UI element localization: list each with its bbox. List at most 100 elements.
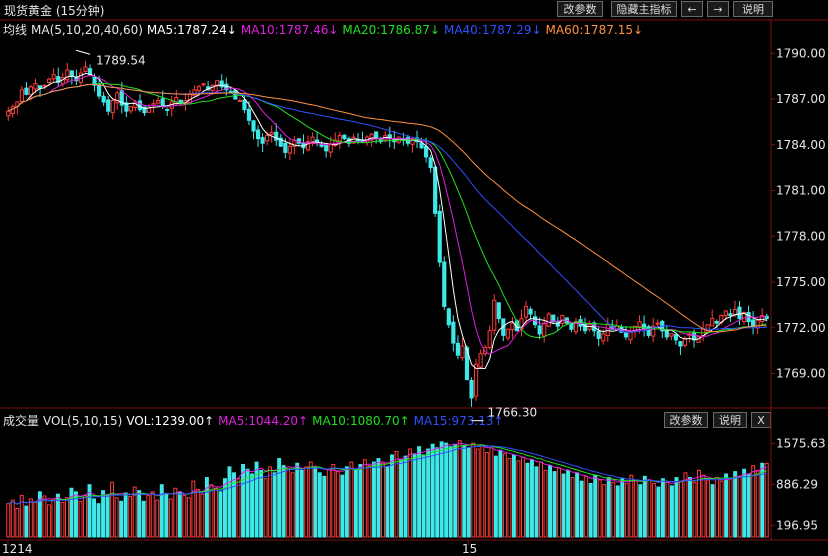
volume-bar <box>245 468 250 538</box>
candle-body <box>478 353 483 368</box>
volume-bar <box>489 447 494 538</box>
candle-body <box>92 76 97 86</box>
hide-main-indicator-button[interactable]: 隐藏主指标 <box>611 1 677 17</box>
candle-body <box>596 330 601 339</box>
volume-bar <box>6 503 11 538</box>
candle-body <box>124 102 129 112</box>
volume-bar <box>322 475 327 538</box>
edit-params-button[interactable]: 改参数 <box>557 1 603 17</box>
candle-body <box>537 325 542 335</box>
volume-bar <box>557 467 562 538</box>
candle-body <box>464 347 470 381</box>
vol-help-button[interactable]: 说明 <box>713 412 747 428</box>
ma-legend-params: MA(5,10,20,40,60) <box>31 23 143 37</box>
vol-ma15-legend: MA15:973.13↑ <box>413 414 504 428</box>
candle-body <box>69 70 74 77</box>
volume-bar <box>462 444 467 538</box>
volume-bar <box>204 477 209 538</box>
left-arrow-icon[interactable]: ← <box>681 1 703 17</box>
volume-bar <box>579 480 584 538</box>
candle-body <box>569 323 574 330</box>
volume-bar <box>123 492 128 538</box>
volume-bar <box>511 454 516 538</box>
price-tick-label: 1769.00 <box>776 367 826 381</box>
candle-body <box>260 137 265 144</box>
volume-bar <box>624 483 629 538</box>
candle-body <box>682 337 688 346</box>
volume-bar <box>177 491 182 538</box>
candle-body <box>219 80 224 88</box>
volume-bar <box>286 468 291 538</box>
volume-bar <box>313 467 318 538</box>
volume-bar <box>385 466 390 538</box>
volume-bar <box>435 447 440 538</box>
candle-body <box>492 299 497 331</box>
candle-body <box>233 90 238 100</box>
volume-bar <box>480 444 485 538</box>
vol-ma10-legend: MA10:1080.70↑ <box>312 414 410 428</box>
candle-body <box>128 106 133 112</box>
candle-body <box>246 108 252 121</box>
volume-bar <box>186 497 191 538</box>
price-tick-label: 1784.00 <box>776 138 826 152</box>
volume-ma-line-15 <box>8 445 767 505</box>
vol-legend-params: VOL(5,10,15) <box>43 414 123 428</box>
volume-bar <box>412 453 417 538</box>
candle-body <box>637 321 642 328</box>
right-arrow-icon[interactable]: → <box>707 1 729 17</box>
candle-body <box>237 100 242 103</box>
volume-bar <box>304 466 309 538</box>
candle-body <box>265 135 270 142</box>
volume-bar <box>24 505 29 538</box>
volume-bar <box>620 478 625 538</box>
volume-bar <box>502 453 507 538</box>
price-tick-label: 1781.00 <box>776 184 826 198</box>
ma-line-ma60 <box>8 83 767 333</box>
volume-bar <box>232 472 236 538</box>
candle-body <box>723 310 728 317</box>
volume-bar <box>755 469 760 538</box>
volume-bar <box>764 462 769 538</box>
candle-body <box>283 142 288 153</box>
vol-edit-params-button[interactable]: 改参数 <box>664 412 708 428</box>
title-bar: 现货黄金 (15分钟) 改参数 隐藏主指标 ← → 说明 <box>0 0 828 20</box>
volume-bar <box>588 483 593 538</box>
volume-bar <box>561 473 566 538</box>
candle-body <box>669 333 674 337</box>
high-marker-line <box>75 49 91 55</box>
volume-bar <box>46 504 51 538</box>
volume-bar <box>367 465 372 538</box>
volume-tick-label: 1575.63 <box>776 436 826 450</box>
candle-body <box>455 342 460 356</box>
volume-bar <box>295 462 300 538</box>
candle-body <box>728 313 733 317</box>
candle-body <box>741 312 747 323</box>
candle-body <box>673 334 678 341</box>
candle-body <box>528 308 533 315</box>
volume-bar <box>403 455 408 538</box>
volume-bar <box>218 491 223 538</box>
volume-bar <box>629 474 634 538</box>
volume-bar <box>155 499 160 538</box>
volume-bar <box>37 491 42 538</box>
help-button[interactable]: 说明 <box>733 1 773 17</box>
candle-body <box>47 78 52 83</box>
volume-bar <box>83 494 87 538</box>
volume-bar <box>751 465 756 538</box>
volume-bar <box>552 471 557 538</box>
price-tick-label: 1790.00 <box>776 46 826 60</box>
ma-line-ma10 <box>8 74 767 355</box>
volume-bar <box>439 441 444 538</box>
volume-bar <box>195 488 200 538</box>
volume-bar <box>146 494 151 538</box>
volume-bar <box>760 462 765 538</box>
candle-body <box>101 95 106 103</box>
candle-body <box>546 313 551 327</box>
volume-tick-label: 196.95 <box>776 518 818 532</box>
volume-bar <box>688 477 692 538</box>
volume-bar <box>692 481 697 538</box>
candle-body <box>97 83 102 97</box>
volume-bar <box>191 480 196 538</box>
volume-bar <box>87 484 92 538</box>
